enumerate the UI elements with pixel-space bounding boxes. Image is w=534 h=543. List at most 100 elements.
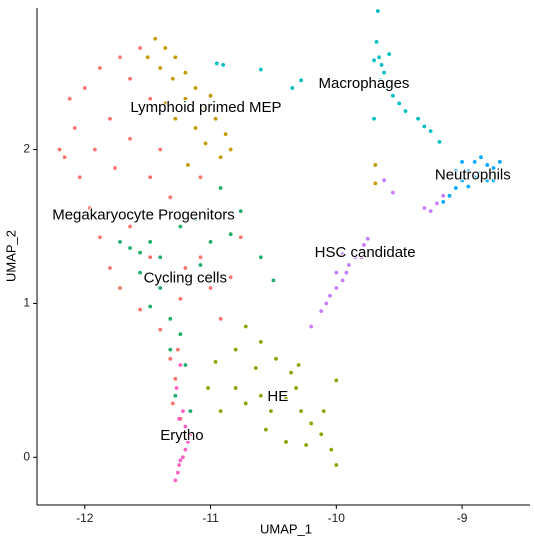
point — [299, 409, 304, 414]
point — [373, 181, 378, 186]
point — [377, 55, 381, 60]
point — [274, 356, 278, 361]
x-axis-label: UMAP_1 — [260, 521, 312, 536]
point — [228, 232, 233, 237]
point — [428, 209, 433, 214]
point — [193, 126, 198, 130]
point — [113, 166, 117, 170]
point — [453, 169, 458, 174]
point — [243, 401, 248, 406]
point — [168, 347, 173, 352]
point — [77, 175, 82, 180]
point — [284, 396, 288, 401]
point — [193, 216, 198, 221]
point — [218, 316, 223, 321]
cluster-label: Lymphoid primed MEP — [130, 99, 281, 116]
point — [340, 278, 345, 283]
point — [253, 366, 258, 370]
point — [382, 70, 387, 75]
point — [173, 55, 178, 60]
point — [158, 286, 163, 290]
point — [372, 116, 376, 121]
point — [118, 286, 122, 290]
point — [158, 66, 163, 70]
point — [173, 393, 178, 398]
point — [378, 78, 383, 83]
point — [178, 224, 183, 229]
point — [173, 376, 178, 381]
point — [208, 93, 213, 98]
point — [118, 239, 122, 244]
point — [178, 458, 183, 463]
point — [441, 193, 446, 198]
point — [186, 163, 190, 167]
point — [163, 46, 168, 50]
point — [374, 39, 379, 44]
point — [243, 324, 248, 329]
point — [178, 332, 183, 337]
cluster-label: Neutrophils — [435, 166, 511, 183]
y-tick-label: 0 — [23, 449, 30, 463]
point — [365, 236, 370, 241]
point — [391, 93, 395, 98]
point — [174, 386, 179, 390]
point — [214, 61, 219, 66]
point — [228, 275, 233, 280]
point — [183, 96, 188, 101]
point — [62, 155, 67, 160]
point — [309, 421, 314, 426]
point — [168, 316, 173, 321]
point — [289, 370, 293, 375]
point — [479, 155, 483, 160]
point — [258, 255, 263, 260]
point — [206, 386, 210, 390]
point — [153, 36, 158, 41]
point — [170, 401, 175, 406]
point — [422, 124, 427, 129]
point — [138, 250, 143, 255]
point — [87, 206, 92, 210]
point — [72, 126, 77, 130]
point — [183, 363, 188, 367]
point — [346, 263, 351, 267]
point — [158, 327, 163, 332]
point — [497, 159, 502, 164]
point — [472, 175, 477, 180]
point — [269, 409, 273, 414]
point — [422, 206, 427, 210]
point — [178, 296, 183, 301]
point — [148, 255, 153, 260]
point — [491, 178, 496, 183]
cluster-label: HE — [267, 388, 288, 405]
point — [145, 55, 150, 60]
point — [453, 186, 458, 190]
point — [329, 447, 334, 452]
point — [258, 339, 263, 344]
point — [92, 147, 97, 152]
point — [324, 301, 329, 306]
point — [223, 132, 228, 137]
point — [334, 378, 339, 383]
point — [183, 266, 188, 270]
point — [203, 106, 208, 110]
point — [183, 70, 188, 75]
point — [208, 239, 213, 244]
point — [416, 116, 420, 121]
point — [491, 166, 496, 170]
point — [128, 76, 132, 81]
cluster-label: Erytho — [160, 427, 203, 444]
y-tick-label: 1 — [23, 296, 30, 310]
point — [170, 76, 175, 81]
point — [387, 52, 392, 57]
point — [233, 386, 238, 390]
point — [479, 170, 483, 175]
point — [158, 147, 163, 152]
point — [221, 63, 226, 67]
point — [373, 163, 378, 167]
point — [177, 416, 182, 421]
point — [178, 363, 183, 367]
point — [128, 136, 132, 141]
point — [188, 409, 193, 414]
x-tick-label: -10 — [328, 511, 346, 525]
